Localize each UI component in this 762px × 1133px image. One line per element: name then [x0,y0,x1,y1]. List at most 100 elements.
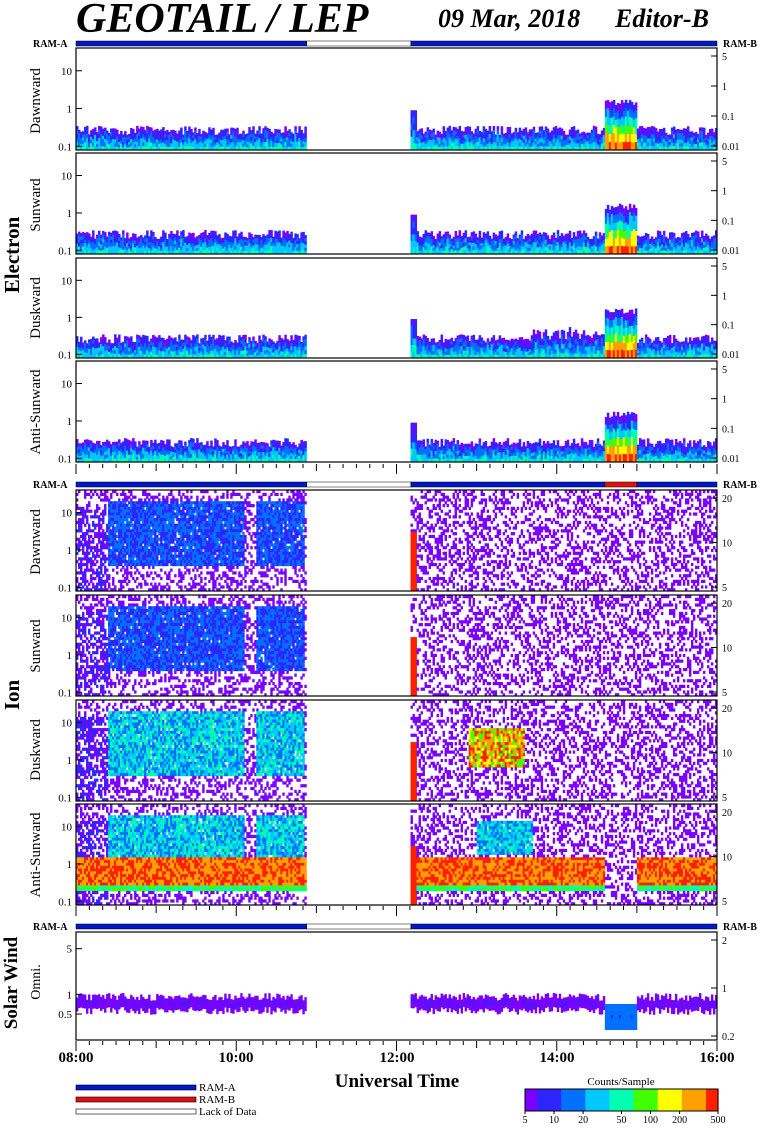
spectrogram-cell [304,245,307,248]
spectrogram-cell [304,138,307,142]
spectrogram-cell [304,346,307,350]
spectrogram-cell [487,231,490,235]
spectrogram-cell [222,335,225,339]
spectrogram-cell [673,233,676,237]
ram-a-label-solar-wind: RAM-A [33,922,68,933]
spectrogram-cell [204,335,207,339]
spectrogram-cell [489,236,492,239]
spectrogram-cell [104,337,107,341]
status-segment [76,482,307,487]
spectrogram-cell [547,336,550,340]
y-tick-label-right: 0.1 [722,321,735,332]
spectrogram-cell [547,235,550,238]
spectrogram-cell [433,338,436,342]
spectrogram-cell [284,126,287,130]
spectrogram-cell [182,230,185,234]
spectrogram-cell [711,337,714,341]
group-label-electron: Electron [0,216,24,293]
spectrogram-cell [415,215,418,222]
spectrogram-cell [146,230,149,234]
panel-label-ion-duskward: Duskward [28,719,44,781]
spectrogram-cell [92,230,95,234]
y-tick-label-right: 1 [722,291,727,302]
spectrogram-cell [108,340,111,343]
spectrogram-cell [479,231,482,235]
spectrogram-cell [240,232,243,236]
spectrogram-cell [521,234,524,238]
spectrogram-cell [703,128,706,132]
spectrogram-cell [545,329,548,334]
y-tick-label-right: 5 [722,262,727,273]
status-segment [605,482,637,487]
spectrogram-cell [515,128,518,132]
status-segment [637,482,717,487]
spectrogram-cell [509,127,512,131]
spectrogram-cell [553,233,556,237]
spectrogram-cell [439,231,442,235]
panel-label-ion-dawnward: Dawnward [28,509,44,575]
y-tick-label-right: 0.1 [722,216,735,227]
spectrogram-cell [296,234,299,238]
spectrogram-cell [635,308,638,317]
panel-label-ion-anti-sunward: Anti-Sunward [28,812,44,897]
spectrogram-cell [214,231,217,235]
status-segment [307,41,411,46]
spectrogram-cell [190,129,193,133]
spectrogram-cell [92,234,95,238]
status-bar-ion [76,482,717,487]
ram-a-label-electron: RAM-A [33,39,68,50]
spectrogram-cell [501,126,504,130]
spectrogram-cell [98,441,101,445]
spectrogram-cell [304,134,307,138]
spectrogram-cell [647,234,650,238]
panel-label-electron-duskward: Duskward [28,277,44,339]
spectrogram-cell [248,337,251,341]
spectrogram-cell [264,336,267,340]
group-label-ion: Ion [0,680,24,711]
spectrogram-cell [258,126,261,130]
spectrogram-cell [669,339,672,343]
spectrogram-cell [304,142,307,146]
spectrogram-cell [242,131,245,135]
spectrogram-cell [707,236,710,239]
spectrogram-cell [635,208,638,216]
y-tick-label-left: 10 [61,66,73,78]
spectrogram-cell [118,335,121,339]
ram-b-label-solar-wind: RAM-B [723,922,757,933]
spectrogram-cell [459,230,462,234]
spectrogram-cell [635,102,638,110]
spectrogram-cell [573,232,576,236]
spectrogram-cell [507,233,510,237]
spectrogram-cell [669,335,672,339]
spectrogram-cell [685,338,688,342]
spectrogram-cell [635,333,638,342]
spectrogram-cell [180,128,183,132]
status-segment [76,41,307,46]
spectrogram-cell [252,336,255,340]
spectrogram-cell [569,231,572,235]
spectrogram-cell [449,126,452,130]
spectrogram-cell [122,230,125,234]
spectrogram-cell [701,231,704,235]
spectrogram-cell [515,231,518,235]
y-tick-label-left: 0.1 [58,245,72,257]
spectrogram-cell [162,127,165,131]
ram-b-label-ion: RAM-B [723,480,757,491]
spectrogram-cell [146,336,149,340]
y-tick-label-left: 0.1 [58,349,72,361]
spectrogram-cell [577,130,580,134]
spectrogram-cell [663,128,666,132]
spectrogram-cell [641,338,644,342]
ram-a-label-ion: RAM-A [33,480,68,491]
y-tick-label-left: 1 [67,208,73,220]
spectrogram-cell [250,234,253,238]
spectrogram-cell [649,339,652,343]
spectrogram-cell [497,130,500,134]
spectrogram-cell [304,235,307,238]
spectrogram-cell [501,235,504,239]
spectrogram-cell [487,338,490,342]
spectrogram-cell [130,336,133,340]
spectrogram-cell [304,342,307,346]
